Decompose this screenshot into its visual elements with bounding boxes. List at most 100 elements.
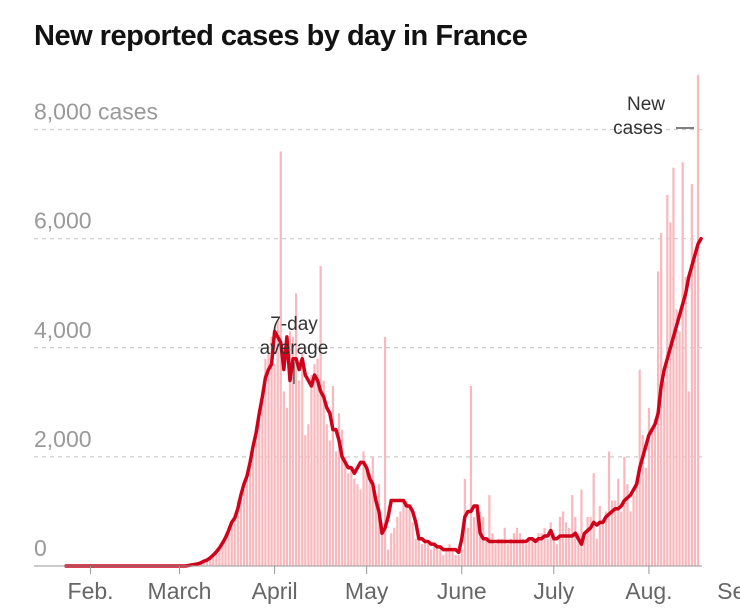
- bar: [491, 533, 494, 566]
- bar: [684, 276, 687, 566]
- bar: [331, 385, 335, 566]
- bar: [457, 555, 460, 566]
- bar: [248, 467, 252, 566]
- bar: [506, 544, 509, 566]
- bar: [341, 429, 344, 566]
- bar: [383, 336, 387, 566]
- bar: [592, 473, 595, 566]
- bar: [448, 544, 451, 566]
- bar: [291, 336, 295, 566]
- bar: [644, 467, 647, 566]
- bar: [206, 560, 209, 566]
- bar: [571, 495, 574, 566]
- plot-background: [34, 78, 702, 568]
- bar: [212, 555, 215, 566]
- bar: [298, 380, 301, 566]
- bar: [233, 517, 236, 566]
- bar: [356, 484, 359, 566]
- bar: [595, 538, 598, 566]
- bar: [426, 544, 430, 566]
- bar: [472, 516, 476, 566]
- bar: [202, 561, 206, 566]
- bar: [270, 336, 273, 566]
- bar: [626, 484, 629, 566]
- annotation-7-day-average: 7-day: [270, 314, 318, 335]
- bar: [500, 538, 503, 566]
- bar: [497, 538, 500, 566]
- bar: [558, 516, 562, 566]
- x-tick-label: April: [252, 578, 298, 604]
- bar: [512, 533, 516, 566]
- chart-title: New reported cases by day in France: [34, 20, 528, 52]
- bar: [337, 413, 341, 566]
- bar: [319, 265, 322, 566]
- bar: [408, 505, 411, 566]
- bar: [546, 538, 549, 566]
- bar: [488, 495, 491, 566]
- annotation-7-day-average: average: [260, 338, 329, 359]
- y-tick-label: 8,000 cases: [34, 99, 158, 125]
- bar: [561, 511, 565, 566]
- bar: [568, 527, 571, 566]
- bar: [334, 451, 338, 566]
- bar: [402, 500, 405, 566]
- bar: [466, 527, 470, 566]
- bar: [509, 538, 512, 566]
- bar: [555, 544, 558, 566]
- bar: [399, 511, 402, 566]
- bar: [215, 551, 218, 566]
- bar: [365, 467, 368, 566]
- bar: [617, 478, 620, 566]
- bar: [258, 418, 261, 566]
- bar: [482, 516, 485, 566]
- bar: [663, 380, 666, 566]
- bar: [288, 331, 292, 566]
- bar: [574, 516, 577, 566]
- bar: [610, 500, 614, 566]
- bar: [476, 505, 479, 566]
- bar: [285, 407, 288, 566]
- bar: [273, 364, 276, 566]
- bar: [534, 538, 537, 566]
- bar: [374, 500, 377, 566]
- bar: [433, 544, 436, 566]
- bar: [221, 543, 224, 566]
- bar: [279, 151, 282, 566]
- x-tick-label: June: [437, 578, 487, 604]
- bar: [387, 549, 390, 566]
- x-tick-label: Sept.: [717, 578, 740, 604]
- bar: [653, 418, 657, 566]
- bar: [635, 478, 638, 566]
- bar: [598, 505, 601, 566]
- bar: [252, 445, 255, 566]
- bar: [583, 538, 586, 566]
- bar: [577, 533, 580, 566]
- bar: [589, 516, 592, 566]
- bar: [313, 364, 316, 566]
- bar: [423, 538, 427, 566]
- bar: [687, 391, 690, 566]
- bar: [672, 167, 675, 567]
- bar: [454, 555, 457, 566]
- bar: [255, 435, 258, 566]
- bar: [282, 391, 285, 566]
- bar: [301, 353, 304, 566]
- bar: [224, 537, 227, 566]
- bar: [528, 538, 531, 566]
- bar: [377, 484, 381, 566]
- bar: [601, 522, 604, 566]
- bar: [525, 544, 528, 566]
- bar: [494, 544, 497, 566]
- bar: [236, 500, 239, 566]
- bar: [242, 489, 246, 566]
- bar: [325, 424, 328, 566]
- bar: [368, 473, 371, 566]
- bar: [276, 320, 279, 566]
- bar: [540, 533, 543, 566]
- bar: [460, 549, 463, 566]
- bar: [620, 511, 623, 566]
- bar: [485, 538, 488, 566]
- bar: [230, 522, 233, 566]
- bar: [353, 478, 356, 566]
- bar: [543, 527, 546, 566]
